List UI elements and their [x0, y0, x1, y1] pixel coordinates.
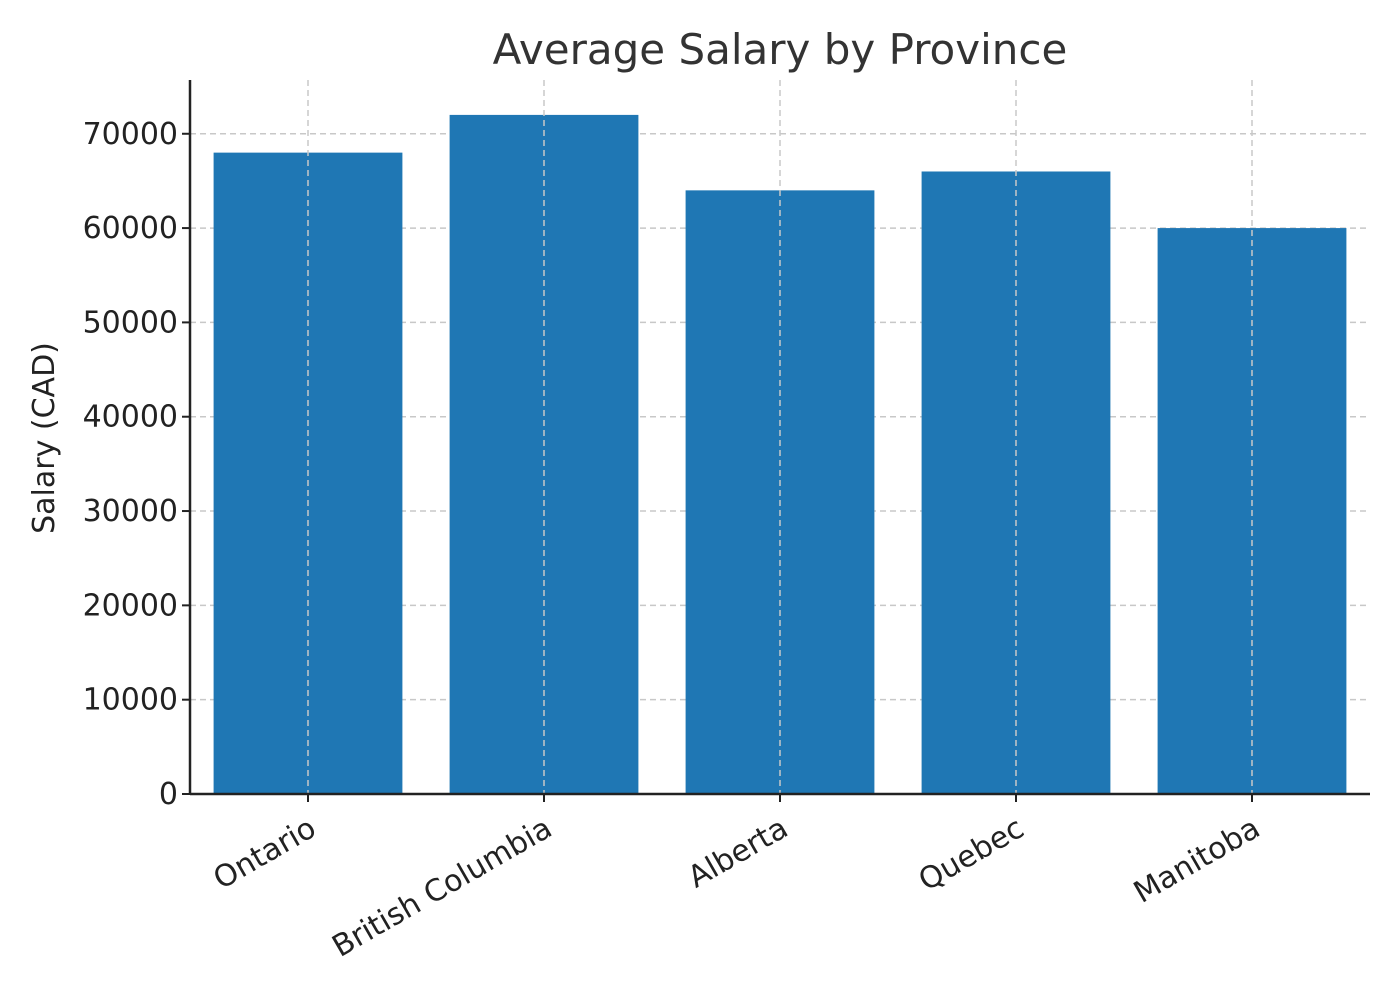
- x-tick-label: Alberta: [682, 811, 794, 896]
- y-tick-label: 50000: [83, 305, 178, 340]
- x-tick-label: Quebec: [913, 811, 1030, 899]
- y-tick-label: 20000: [83, 588, 178, 623]
- y-tick-label: 60000: [83, 211, 178, 246]
- y-tick-label: 10000: [83, 683, 178, 718]
- y-tick-label: 70000: [83, 117, 178, 152]
- y-tick-label: 30000: [83, 494, 178, 529]
- chart-title: Average Salary by Province: [493, 25, 1068, 74]
- y-tick-label: 40000: [83, 400, 178, 435]
- x-tick-label: Ontario: [208, 811, 322, 897]
- y-axis-label: Salary (CAD): [27, 342, 62, 534]
- bars-layer: [213, 80, 1347, 795]
- x-tick-label: Manitoba: [1128, 811, 1266, 911]
- x-tick-label: British Columbia: [326, 811, 558, 965]
- y-tick-label: 0: [159, 777, 178, 812]
